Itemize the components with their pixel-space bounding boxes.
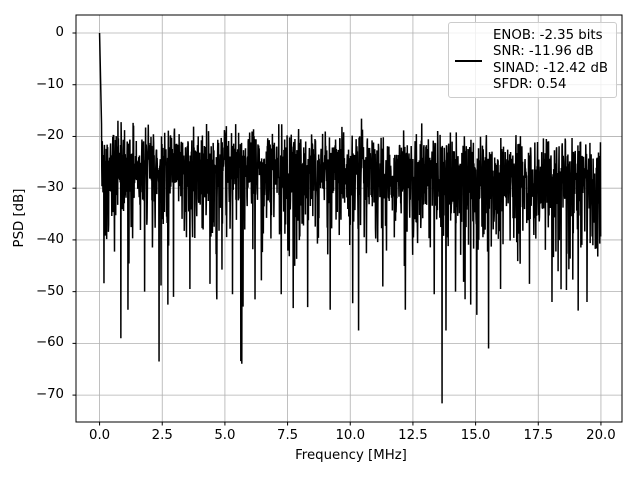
x-tick-label: 2.5 bbox=[151, 428, 173, 443]
y-tick-label: −20 bbox=[35, 128, 64, 144]
x-tick-label: 12.5 bbox=[398, 428, 428, 443]
x-axis-label: Frequency [MHz] bbox=[295, 448, 407, 463]
y-tick-label: −30 bbox=[35, 180, 64, 196]
x-tick-label: 5.0 bbox=[214, 428, 236, 443]
psd-trace bbox=[98, 32, 602, 404]
axes-spine bbox=[75, 14, 623, 423]
x-tick-label: 15.0 bbox=[460, 428, 491, 443]
legend-text: ENOB: -2.35 bits SNR: -11.96 dB SINAD: -… bbox=[493, 28, 608, 94]
x-tick-label: 0.0 bbox=[88, 428, 111, 443]
y-tick-label: −50 bbox=[35, 283, 64, 299]
legend-line-sample bbox=[455, 59, 482, 62]
x-tick-label: 7.5 bbox=[277, 428, 299, 443]
legend-enob: ENOB: -2.35 bits bbox=[493, 27, 603, 43]
legend-sfdr: SFDR: 0.54 bbox=[493, 77, 567, 93]
y-tick-label: −70 bbox=[35, 387, 64, 403]
y-tick-label: 0 bbox=[55, 25, 64, 40]
x-tick-label: 20.0 bbox=[586, 428, 616, 443]
legend: ENOB: -2.35 bits SNR: -11.96 dB SINAD: -… bbox=[448, 21, 617, 98]
y-tick-label: −40 bbox=[35, 231, 64, 247]
x-tick-label: 17.5 bbox=[523, 428, 554, 443]
x-tick-label: 10.0 bbox=[335, 428, 366, 443]
legend-sinad: SINAD: -12.42 dB bbox=[493, 60, 609, 76]
y-axis-label: PSD [dB] bbox=[12, 188, 27, 248]
y-tick-label: −60 bbox=[35, 335, 64, 351]
y-tick-label: −10 bbox=[35, 76, 64, 92]
legend-snr: SNR: -11.96 dB bbox=[493, 44, 594, 60]
